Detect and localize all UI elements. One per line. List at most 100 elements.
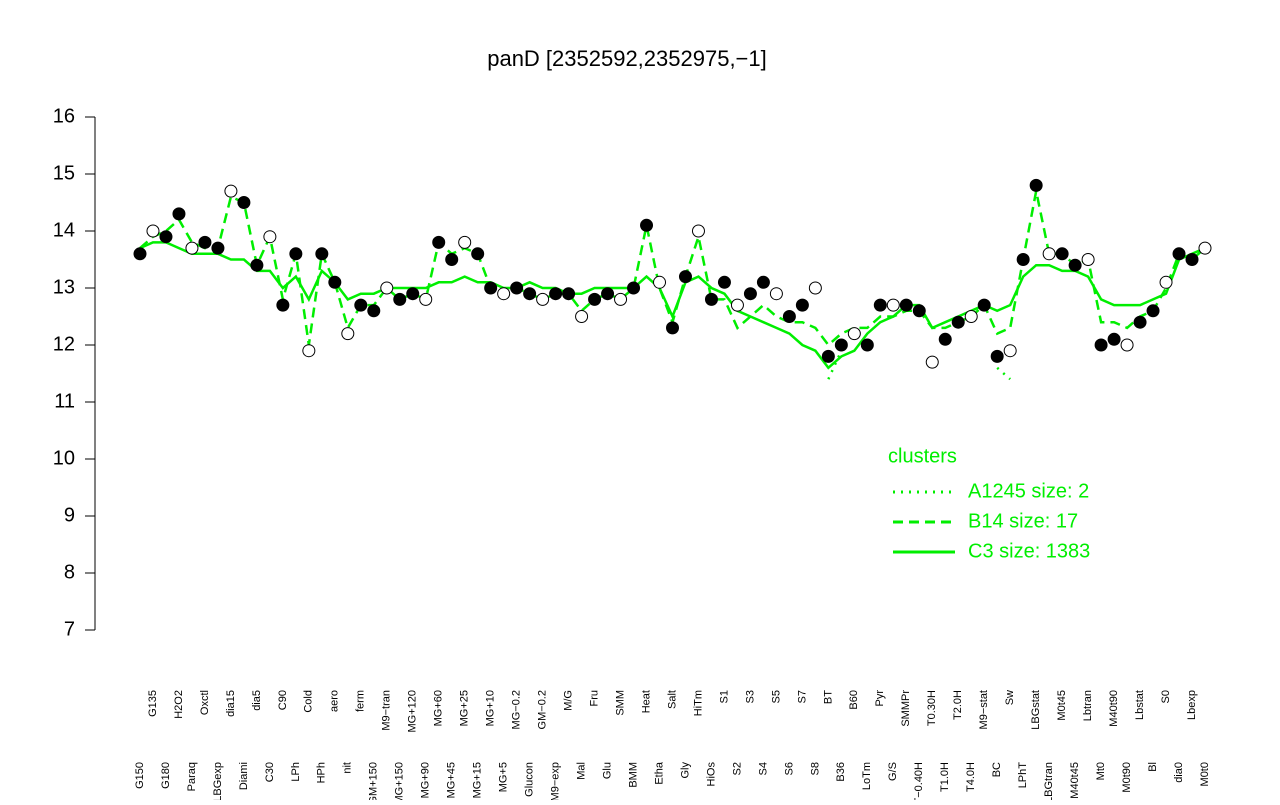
x-tick-label: HPh [316,762,328,783]
data-point [523,287,537,301]
data-point [562,287,576,301]
data-point [756,275,770,289]
x-tick-label: C30 [264,762,276,782]
y-tick-label: 7 [64,618,75,640]
x-tick-label: dia5 [251,690,263,711]
cluster-line [827,350,1012,381]
data-point [1016,253,1030,266]
x-tick-label: B60 [848,690,860,710]
data-point [237,196,251,209]
data-point [445,253,459,266]
x-tick-label: MG+150 [394,762,406,800]
x-tick-label: MG+120 [407,690,419,733]
y-tick-label: 8 [64,561,75,583]
data-point [1185,253,1199,266]
x-tick-label: Glucon [524,762,536,797]
data-point [536,292,550,306]
x-tick-label: S5 [770,690,782,703]
x-tick-label: Sw [1004,690,1016,705]
y-tick-label: 11 [54,390,75,412]
chart-title: panD [2352592,2352975,−1] [487,46,767,71]
x-tick-label: LPhT [1017,762,1029,789]
data-point [224,184,238,198]
x-tick-label: SMM [614,690,626,716]
data-point [1055,247,1069,261]
data-point [860,338,874,352]
x-tick-label: Oxctl [199,690,211,715]
data-point [1159,275,1173,289]
data-point [1068,258,1082,272]
x-tick-label: C90 [277,690,289,710]
y-tick-label: 14 [53,219,75,241]
x-tick-label: T−0.40H [913,762,925,800]
data-point [614,292,628,306]
cluster-line [139,241,1206,370]
x-tick-label: S7 [796,690,808,703]
x-tick-label: MG+10 [485,690,497,726]
data-point [458,235,472,249]
x-tick-label: G180 [160,762,172,789]
data-point [159,230,173,244]
legend-label: B14 size: 17 [968,510,1078,532]
data-point [510,281,524,295]
data-point [393,292,407,306]
x-tick-label: Lbtran [1082,690,1094,721]
x-tick-label: G135 [147,690,159,717]
data-point [497,287,511,301]
data-point [795,298,809,312]
x-tick-label: M0t45 [1056,690,1068,721]
data-point [925,355,939,369]
data-point [977,298,991,312]
data-point [640,218,654,232]
data-point [549,287,563,301]
y-tick-label: 12 [53,333,75,355]
data-point [653,275,667,289]
data-point [146,224,160,238]
x-tick-label: Diami [238,762,250,790]
x-tick-label: GM+150 [368,762,380,800]
x-tick-label: HiTm [692,690,704,716]
data-point [380,281,394,295]
data-point [1081,253,1095,266]
x-tick-label: MG+25 [459,690,471,726]
data-point [302,344,316,358]
x-tick-label: S6 [783,762,795,775]
x-tick-label: dia15 [225,690,237,717]
x-tick-label: H2O2 [173,690,185,719]
data-point [341,327,355,341]
data-point [873,298,887,312]
data-point [575,310,589,323]
x-tick-label: GM−0.2 [537,690,549,729]
x-tick-label: Fru [588,690,600,707]
data-point [730,298,744,312]
data-point [834,338,848,352]
data-point [847,327,861,341]
x-tick-label: M40t45 [1069,762,1081,799]
y-tick-label: 15 [53,162,75,184]
x-tick-label: T1.0H [939,762,951,792]
data-point [289,247,303,261]
x-tick-label: MG+15 [472,762,484,798]
x-tick-label: Salt [666,690,678,709]
y-tick-label: 16 [53,105,75,127]
data-point [1198,241,1212,255]
data-point [211,241,225,255]
y-tick-label: 13 [53,276,75,298]
data-point [250,258,264,272]
x-tick-label: S3 [744,690,756,703]
data-point [263,230,277,244]
data-point [627,281,641,295]
x-tick-label: Glu [601,762,613,779]
x-tick-label: nit [342,762,354,774]
x-tick-label: M9−tran [381,690,393,731]
x-tick-label: T0.30H [926,690,938,726]
data-point [1120,338,1134,352]
data-point [367,304,381,318]
x-tick-label: BC [991,762,1003,777]
x-tick-label: LBGstat [1030,690,1042,730]
data-point [133,247,147,261]
y-tick-label: 9 [64,504,75,526]
data-point [717,275,731,289]
x-tick-label: Bl [1147,762,1159,772]
